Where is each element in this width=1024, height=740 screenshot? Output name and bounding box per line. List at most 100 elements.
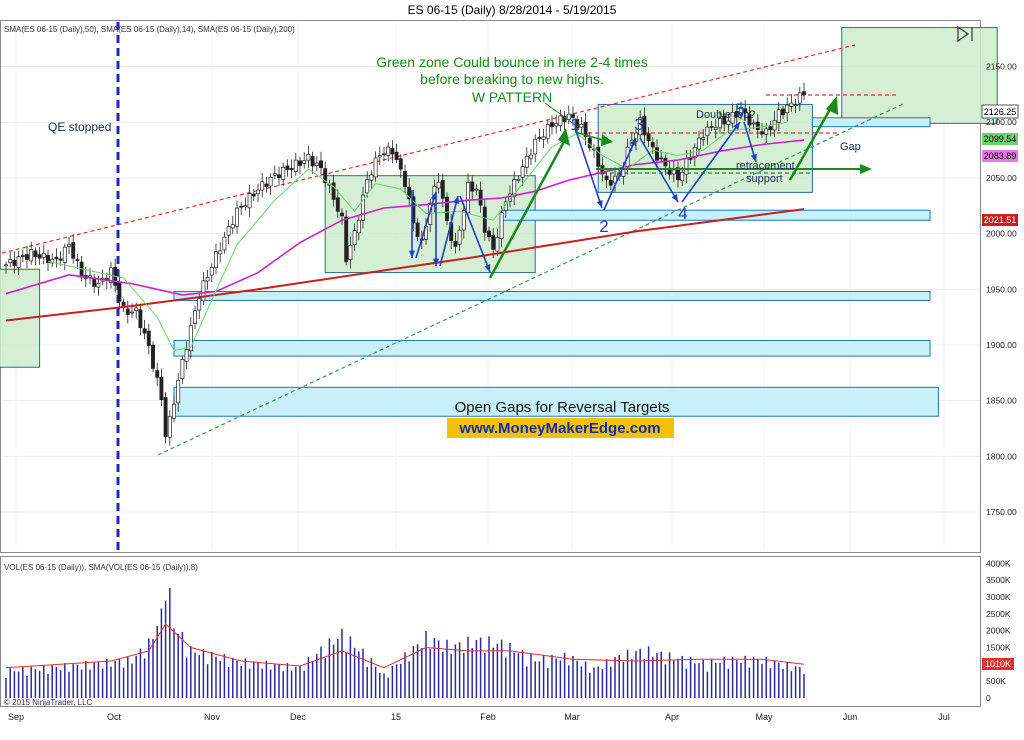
arrow-to-top [574, 131, 604, 141]
candle-body [193, 310, 197, 324]
candle-body [751, 122, 756, 125]
candle-body [638, 117, 643, 136]
candle-body [554, 123, 559, 127]
candle-body [146, 330, 151, 347]
wave-arrow-head [453, 196, 460, 204]
arrow-head-support [860, 164, 872, 174]
arrow-breakout [788, 103, 835, 181]
candle-body [176, 380, 181, 404]
candle-body [218, 250, 223, 255]
candle-body [789, 102, 794, 107]
indicator-legend: SMA(ES 06-15 (Daily),50), SMA(ES 06-15 (… [4, 25, 295, 34]
price-panel [0, 20, 981, 553]
time-tick-label: Mar [564, 712, 580, 722]
volume-legend: VOL(ES 06-15 (Daily)), SMA(VOL(ES 06-15 … [4, 563, 198, 572]
candle-body [293, 159, 298, 172]
candle-body [533, 138, 538, 155]
price-tick-label: 1750.00 [986, 507, 1017, 517]
candle-body [29, 249, 34, 262]
volume-value: 1010K [985, 659, 1011, 669]
price-tick-label: 2100.00 [986, 117, 1017, 127]
volume-tick-label: 0 [986, 693, 991, 703]
time-tick-label: 15 [391, 712, 401, 722]
candle-body [159, 376, 164, 400]
wave-arrow-line [574, 127, 603, 209]
candle-body [142, 328, 147, 334]
upper-channel-line [1, 44, 856, 254]
price-tick-label: 1900.00 [986, 340, 1017, 350]
candle-body [566, 113, 571, 120]
candle-body [390, 148, 395, 155]
candle-body [377, 155, 382, 158]
candle-body [167, 415, 172, 438]
gap-boxes [173, 117, 939, 417]
candle-body [41, 252, 46, 258]
candle-body [734, 110, 739, 118]
time-tick-label: Jul [938, 712, 950, 722]
candle-body [209, 266, 214, 276]
wave-arrow-line [603, 137, 637, 211]
candle-body [79, 261, 84, 278]
price-tags: 2126.25 2099.54 2083.89 2021.51 1010K [981, 104, 1019, 670]
open-gap-box [173, 291, 931, 301]
candle-body [96, 283, 101, 288]
wave-label-3: 3 [634, 115, 643, 134]
candle-body [180, 359, 185, 380]
candle-body [571, 114, 575, 118]
candle-body [739, 106, 743, 116]
green-zone-line-2: before breaking to new highs. [420, 71, 604, 87]
candle-body [277, 174, 281, 179]
candle-body [722, 115, 727, 125]
candle-body [781, 108, 785, 116]
gap-label: Gap [840, 141, 861, 153]
time-tick-label: Nov [204, 712, 221, 722]
candle-body [340, 212, 344, 217]
candle-body [726, 120, 731, 125]
candle-body [382, 153, 386, 156]
retracement-label: retracement [736, 160, 795, 172]
candle-body [268, 176, 273, 187]
last-price-tag [981, 104, 1019, 119]
candle-body [768, 126, 773, 131]
arrow-head-breakout [826, 96, 838, 115]
candle-body [520, 166, 525, 178]
open-gap-box [173, 386, 939, 417]
candle-body [470, 181, 475, 192]
wave-arrow-line [415, 191, 437, 259]
candle-body [453, 240, 458, 247]
candle-body [386, 146, 391, 156]
candle-body [222, 236, 227, 251]
time-tick-label: May [755, 712, 773, 722]
candle-body [461, 210, 466, 231]
candle-body [398, 158, 403, 170]
candle-body [285, 165, 290, 171]
candle-body [344, 216, 349, 263]
candle-body [125, 308, 130, 315]
candle-body [335, 197, 340, 212]
candle-body [163, 397, 168, 437]
candle-body [436, 181, 441, 189]
volume-sma-line [5, 623, 805, 669]
volume-tick-label: 2500K [986, 609, 1011, 619]
candle-body [713, 127, 718, 130]
candle-body [54, 256, 59, 260]
candle-body [247, 193, 252, 209]
candle-body [138, 309, 143, 329]
candle-body [256, 189, 260, 195]
candle-body [466, 182, 470, 214]
candle-body [302, 160, 307, 164]
wave-arrow-line [459, 195, 491, 273]
candle-body [314, 162, 319, 167]
double-top-label: Double top? [696, 109, 755, 121]
candle-body [331, 182, 336, 200]
play-end-icon[interactable] [957, 25, 973, 43]
candle-body [558, 115, 563, 127]
candle-body [403, 170, 407, 188]
support-label: support [746, 173, 783, 185]
sma14-value: 2099.54 [984, 134, 1017, 144]
wave-arrow-line [439, 195, 459, 267]
candle-body [499, 212, 504, 239]
candle-body [760, 131, 764, 135]
arrow-head-w-pattern [558, 128, 570, 146]
candle-body [289, 168, 294, 170]
